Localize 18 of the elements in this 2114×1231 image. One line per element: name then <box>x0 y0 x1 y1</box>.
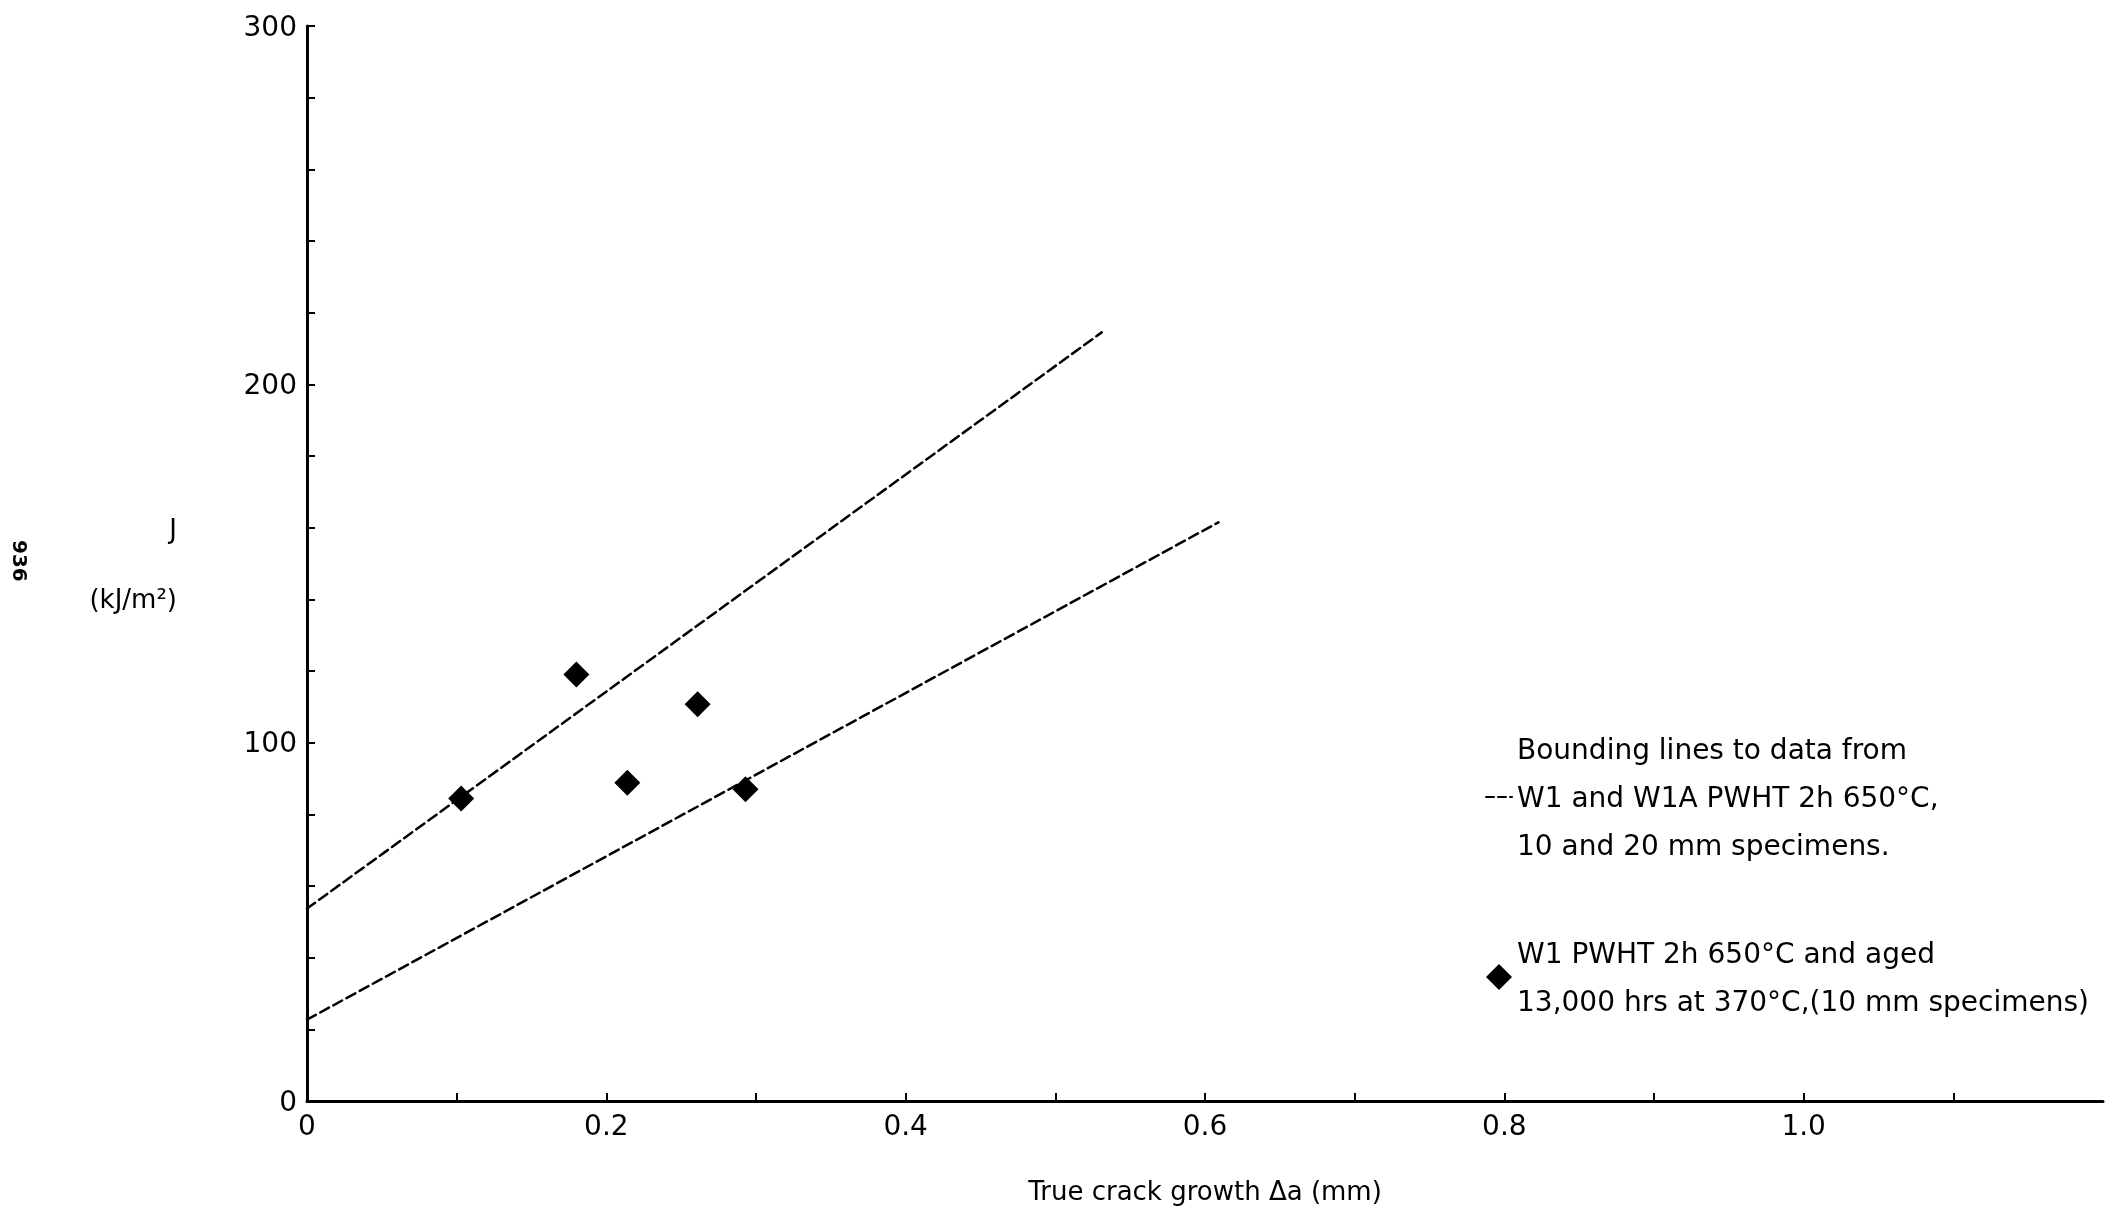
point <box>614 769 641 796</box>
x-tick-label: 0.8 <box>1482 1108 1527 1142</box>
y-tick-label: 200 <box>243 367 297 401</box>
legend-label: Bounding lines to data from W1 and W1A PWHT 2h 650°C, 10 and 20 mm specimens. <box>1517 732 1939 862</box>
point <box>732 776 759 803</box>
y-tick-label: 300 <box>243 9 297 43</box>
x-axis-title: True crack growth Δa (mm) <box>1027 1176 1382 1206</box>
text: 936 <box>8 540 32 582</box>
x-tick-label: 0.2 <box>584 1108 629 1142</box>
x-tick-label: 1.0 <box>1781 1108 1826 1142</box>
y-tick-label: 0 <box>279 1084 297 1118</box>
text: J (kJ/m²) <box>89 513 177 614</box>
x-tick-label: 0.4 <box>883 1108 928 1142</box>
point <box>684 691 711 718</box>
point <box>563 661 590 688</box>
x-tick-label: 0.6 <box>1182 1108 1228 1142</box>
y-tick-label: 100 <box>243 726 297 760</box>
legend-label: W1 PWHT 2h 650°C and aged 13,000 hrs at 370°C,(10 mm specimens) <box>1517 936 2090 1018</box>
